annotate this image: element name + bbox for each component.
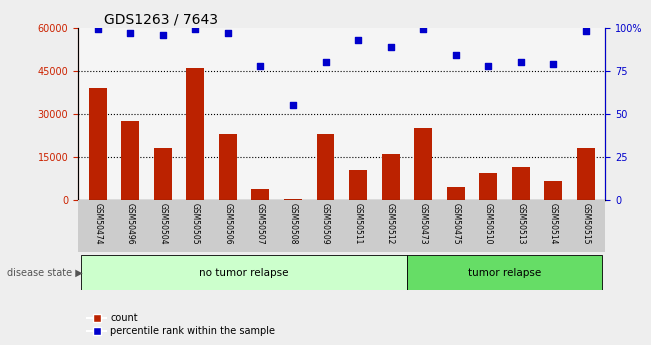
Text: GSM50511: GSM50511 xyxy=(353,203,363,244)
Text: GSM50507: GSM50507 xyxy=(256,203,265,244)
Bar xyxy=(219,134,237,200)
Bar xyxy=(81,255,407,290)
Text: GSM50496: GSM50496 xyxy=(126,203,135,244)
Bar xyxy=(512,167,530,200)
Text: GSM50510: GSM50510 xyxy=(484,203,493,244)
Point xyxy=(516,59,526,65)
Text: disease state ▶: disease state ▶ xyxy=(7,268,82,277)
Point xyxy=(483,63,493,68)
Text: GSM50475: GSM50475 xyxy=(451,203,460,244)
Bar xyxy=(381,154,400,200)
Point xyxy=(158,32,168,37)
Point xyxy=(223,30,233,36)
Point xyxy=(418,27,428,32)
Bar xyxy=(349,170,367,200)
Text: GSM50505: GSM50505 xyxy=(191,203,200,244)
Text: GSM50508: GSM50508 xyxy=(288,203,298,244)
Bar xyxy=(251,189,270,200)
Point xyxy=(385,44,396,49)
Text: no tumor relapse: no tumor relapse xyxy=(199,268,289,277)
Text: GSM50512: GSM50512 xyxy=(386,203,395,244)
Text: GSM50506: GSM50506 xyxy=(223,203,232,244)
Point xyxy=(92,27,103,32)
Bar xyxy=(284,199,302,200)
Point xyxy=(125,30,135,36)
Text: GSM50509: GSM50509 xyxy=(321,203,330,244)
Bar xyxy=(414,128,432,200)
Bar xyxy=(154,148,172,200)
Point xyxy=(320,59,331,65)
Bar xyxy=(577,148,595,200)
Text: GSM50474: GSM50474 xyxy=(93,203,102,244)
Bar xyxy=(186,68,204,200)
Bar xyxy=(544,181,562,200)
Point xyxy=(255,63,266,68)
Point xyxy=(548,61,559,67)
Point xyxy=(353,37,363,42)
Text: GSM50504: GSM50504 xyxy=(158,203,167,244)
Text: tumor relapse: tumor relapse xyxy=(468,268,541,277)
Text: GSM50513: GSM50513 xyxy=(516,203,525,244)
Legend: count, percentile rank within the sample: count, percentile rank within the sample xyxy=(83,309,279,340)
Bar xyxy=(316,134,335,200)
Point xyxy=(190,27,201,32)
Text: GSM50473: GSM50473 xyxy=(419,203,428,244)
Bar xyxy=(89,88,107,200)
Bar xyxy=(447,187,465,200)
Bar xyxy=(407,255,602,290)
Point xyxy=(450,52,461,58)
Text: GSM50514: GSM50514 xyxy=(549,203,558,244)
Point xyxy=(581,28,591,34)
Text: GDS1263 / 7643: GDS1263 / 7643 xyxy=(104,12,219,27)
Text: GSM50515: GSM50515 xyxy=(581,203,590,244)
Bar xyxy=(121,121,139,200)
Bar xyxy=(479,173,497,200)
Point xyxy=(288,102,298,108)
